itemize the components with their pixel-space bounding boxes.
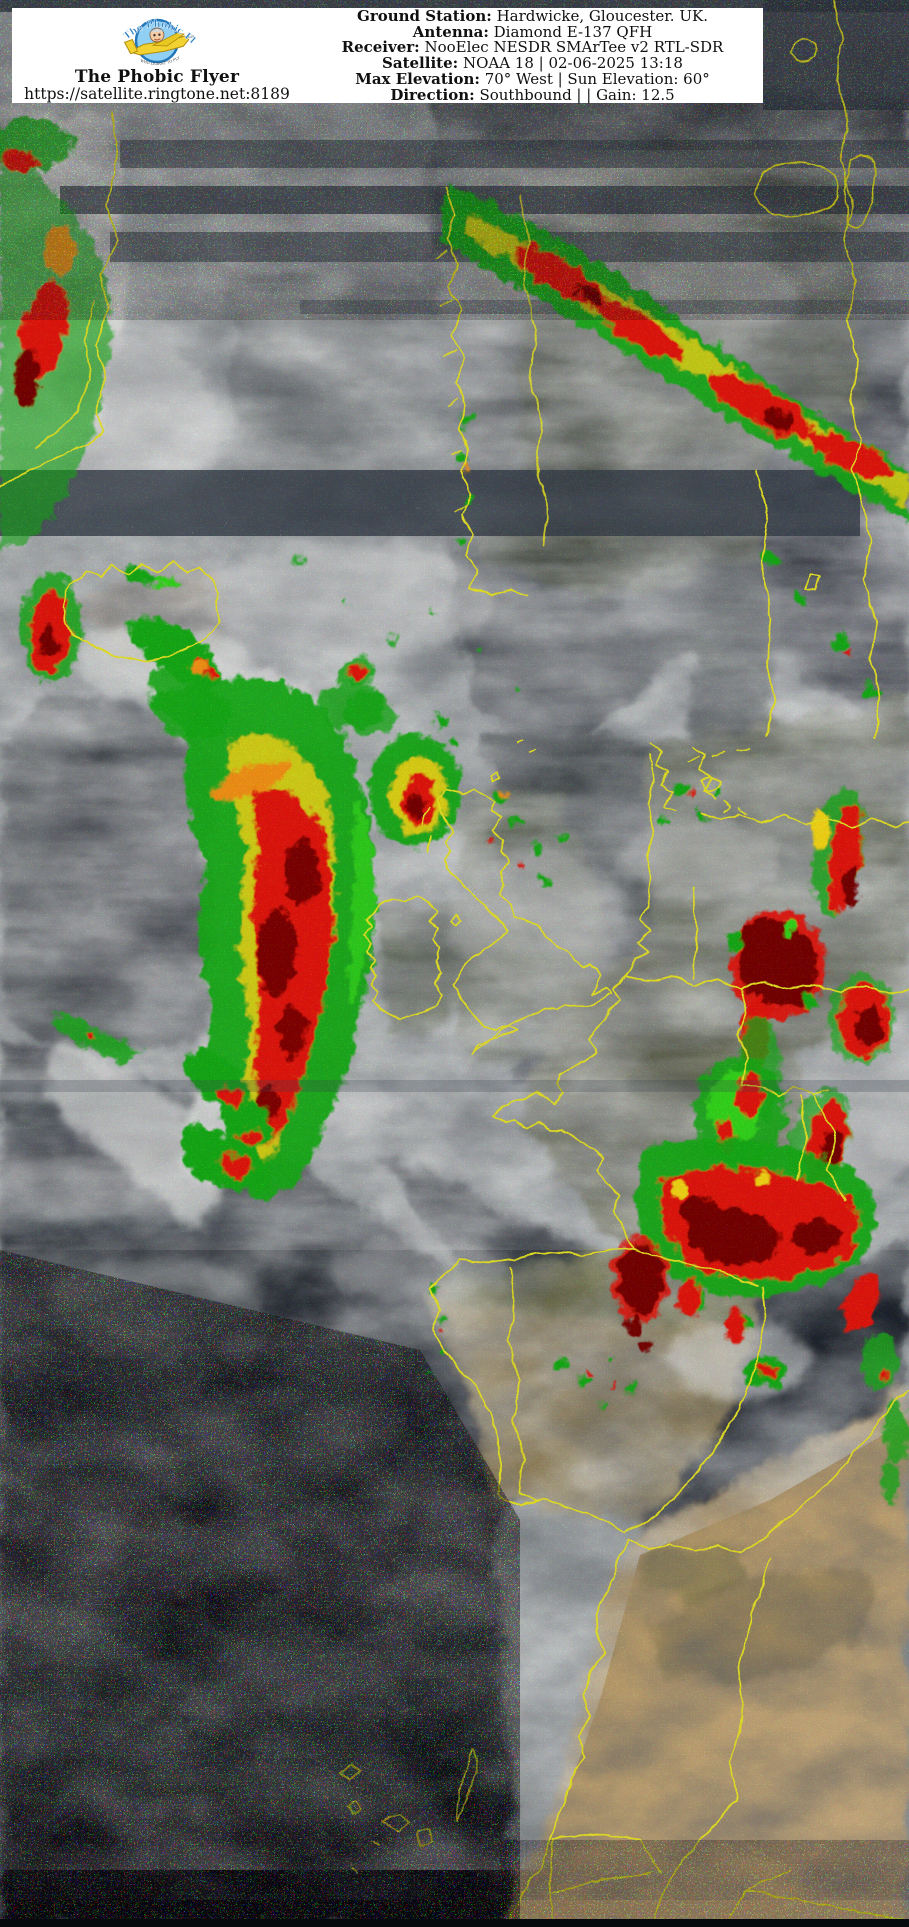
info-line-ground-station: Ground Station: Hardwicke, Gloucester. U… xyxy=(357,7,708,25)
station-title: The Phobic Flyer xyxy=(74,67,240,87)
reception-info: Ground Station: Hardwicke, Gloucester. U… xyxy=(302,8,763,103)
info-line-antenna: Antenna: Diamond E-137 QFH xyxy=(412,22,653,41)
info-banner: The Phobic Flyer WHO LEARNT TO FLY The P… xyxy=(12,8,763,103)
station-url: https://satellite.ringtone.net:8189 xyxy=(24,85,290,103)
info-line-receiver: Receiver: NooElec NESDR SMArTee v2 RTL-S… xyxy=(341,38,724,57)
info-line-satellite: Satellite: NOAA 18 | 02-06-2025 13:18 xyxy=(382,54,683,73)
station-branding: The Phobic Flyer WHO LEARNT TO FLY The P… xyxy=(12,8,302,103)
logo-airplane xyxy=(123,27,195,56)
info-line-max-elevation: Max Elevation: 70° West | Sun Elevation:… xyxy=(355,69,710,88)
info-line-direction: Direction: Southbound | | Gain: 12.5 xyxy=(390,85,675,104)
bottom-edge-band xyxy=(0,1919,909,1927)
phobic-flyer-logo: The Phobic Flyer WHO LEARNT TO FLY xyxy=(109,9,198,66)
